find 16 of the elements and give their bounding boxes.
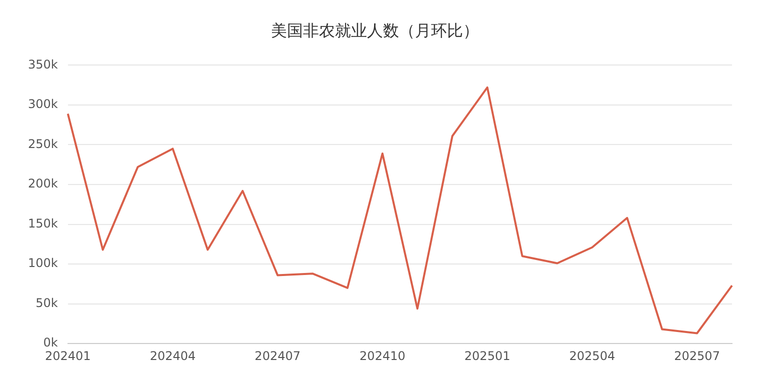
y-tick-label: 200k [28,176,58,191]
x-tick-label: 202501 [464,348,510,363]
y-tick-label: 100k [28,256,58,270]
x-tick-label: 202507 [674,348,720,363]
x-tick-label: 202504 [569,348,616,363]
y-tick-label: 50k [36,296,58,310]
x-tick-label: 202404 [150,348,196,363]
y-tick-label: 350k [28,57,58,72]
y-tick-label: 0k [43,336,58,350]
x-tick-label: 202410 [360,348,406,363]
y-tick-label: 150k [28,216,58,230]
y-tick-label: 300k [28,97,58,112]
y-tick-label: 250k [28,136,58,151]
chart-title: 美国非农就业人数（月环比） [271,20,479,40]
x-tick-label: 202407 [254,348,300,363]
x-tick-label: 202401 [44,348,91,363]
